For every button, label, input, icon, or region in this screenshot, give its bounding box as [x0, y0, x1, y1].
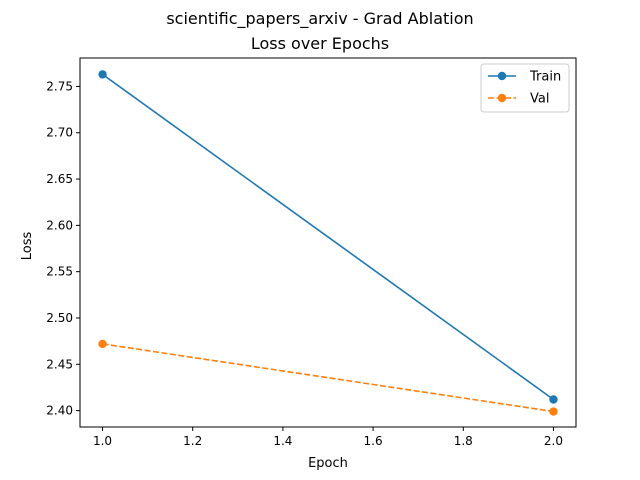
chart-subtitle: Loss over Epochs	[251, 34, 389, 53]
y-axis-ticks: 2.40 2.45 2.50 2.55 2.60 2.65 2.70 2.75	[46, 79, 80, 417]
y-tick-label: 2.60	[46, 218, 73, 232]
x-axis-label: Epoch	[308, 456, 348, 471]
plot-area	[80, 58, 576, 427]
y-tick-label: 2.75	[46, 79, 73, 93]
series-layer	[98, 70, 557, 416]
x-tick-label: 1.4	[273, 434, 292, 448]
legend-marker-val	[498, 94, 506, 102]
y-axis-label: Loss	[20, 232, 35, 261]
x-tick-label: 2.0	[544, 434, 563, 448]
x-axis-ticks: 1.0 1.2 1.4 1.6 1.8 2.0	[93, 427, 563, 448]
y-tick-label: 2.55	[46, 265, 73, 279]
data-point-val	[98, 340, 106, 348]
y-tick-label: 2.50	[46, 311, 73, 325]
y-tick-label: 2.40	[46, 404, 73, 418]
legend-label-val: Val	[530, 92, 549, 107]
data-point-train	[98, 70, 106, 78]
y-tick-label: 2.70	[46, 126, 73, 140]
legend-label-train: Train	[529, 70, 561, 85]
series-line-train	[103, 74, 554, 399]
x-tick-label: 1.8	[454, 434, 473, 448]
legend: Train Val	[481, 64, 569, 112]
data-point-train	[549, 395, 557, 403]
series-line-val	[103, 344, 554, 412]
y-tick-label: 2.45	[46, 357, 73, 371]
plot-frame	[80, 58, 576, 427]
x-tick-label: 1.0	[93, 434, 112, 448]
x-tick-label: 1.6	[364, 434, 383, 448]
x-tick-label: 1.2	[183, 434, 202, 448]
legend-marker-train	[498, 72, 506, 80]
y-tick-label: 2.65	[46, 172, 73, 186]
data-point-val	[549, 407, 557, 415]
chart-title: scientific_papers_arxiv - Grad Ablation	[166, 9, 473, 29]
